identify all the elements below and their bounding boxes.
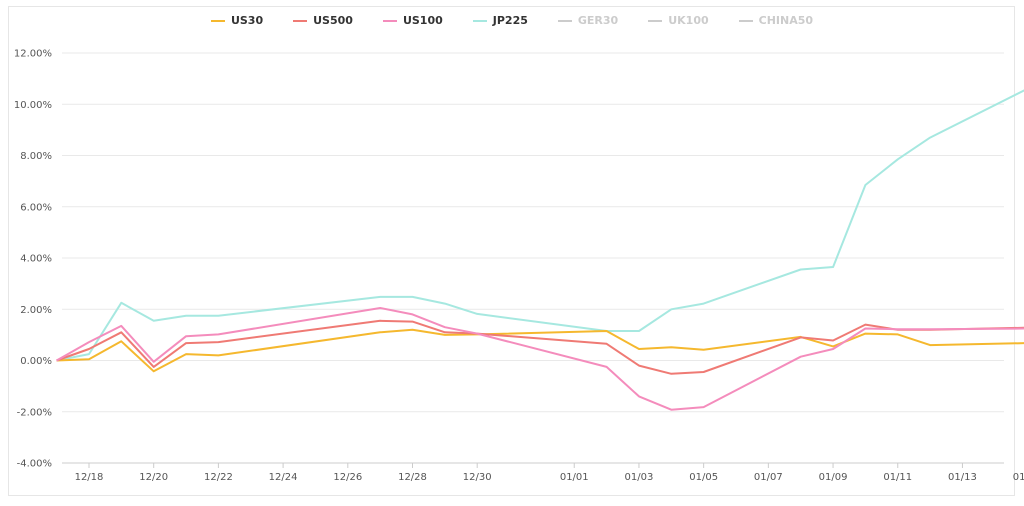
legend-label: US500 — [313, 14, 353, 27]
x-tick-label: 01/07 — [754, 472, 783, 483]
y-tick-label: 12.00% — [14, 49, 52, 60]
x-tick-label: 01/15 — [1013, 472, 1024, 483]
legend-item-ger30[interactable]: GER30 — [557, 14, 619, 27]
y-tick-label: 4.00% — [20, 254, 52, 265]
legend-label: US100 — [402, 14, 443, 27]
legend-swatch — [210, 19, 225, 22]
legend-swatch — [557, 19, 572, 22]
legend-item-us30[interactable]: US30 — [210, 14, 264, 27]
legend-swatch — [472, 19, 487, 22]
y-tick-label: -4.00% — [17, 459, 52, 470]
x-tick-label: 12/18 — [75, 472, 104, 483]
legend-swatch — [382, 19, 397, 22]
y-tick-label: 2.00% — [20, 305, 52, 316]
y-tick-label: 8.00% — [20, 151, 52, 162]
chart-legend: US30 US500 US100 JP225 GER30 UK100 CHINA50 — [0, 14, 1024, 27]
series-line-us30 — [56, 328, 1024, 373]
legend-item-china50[interactable]: CHINA50 — [738, 14, 814, 27]
legend-label: CHINA50 — [758, 14, 814, 27]
x-tick-label: 12/22 — [204, 472, 233, 483]
legend-swatch — [648, 19, 663, 22]
legend-item-us100[interactable]: US100 — [382, 14, 443, 27]
x-tick-label: 01/03 — [625, 472, 654, 483]
legend-label: US30 — [230, 14, 264, 27]
y-tick-label: -2.00% — [17, 407, 52, 418]
legend-label: JP225 — [492, 14, 528, 27]
legend-item-us500[interactable]: US500 — [293, 14, 353, 27]
x-tick-label: 01/11 — [883, 472, 912, 483]
legend-item-jp225[interactable]: JP225 — [472, 14, 528, 27]
y-tick-label: 6.00% — [20, 202, 52, 213]
x-tick-label: 01/09 — [819, 472, 848, 483]
x-tick-label: 01/05 — [689, 472, 718, 483]
x-tick-label: 01/01 — [560, 472, 589, 483]
chart-panel — [8, 6, 1015, 496]
y-tick-label: 0.00% — [20, 356, 52, 367]
x-tick-label: 12/28 — [398, 472, 427, 483]
legend-swatch — [738, 19, 753, 22]
legend-item-uk100[interactable]: UK100 — [648, 14, 709, 27]
legend-label: GER30 — [577, 14, 619, 27]
x-tick-label: 12/24 — [269, 472, 298, 483]
legend-swatch — [293, 19, 308, 22]
y-tick-label: 10.00% — [14, 100, 52, 111]
legend-label: UK100 — [668, 14, 709, 27]
x-tick-label: 12/30 — [463, 472, 492, 483]
series-line-us100 — [56, 307, 1024, 411]
series-line-us500 — [56, 319, 1024, 375]
x-tick-label: 12/20 — [139, 472, 168, 483]
series-line-jp225 — [56, 89, 1024, 362]
x-tick-label: 12/26 — [333, 472, 362, 483]
x-tick-label: 01/13 — [948, 472, 977, 483]
